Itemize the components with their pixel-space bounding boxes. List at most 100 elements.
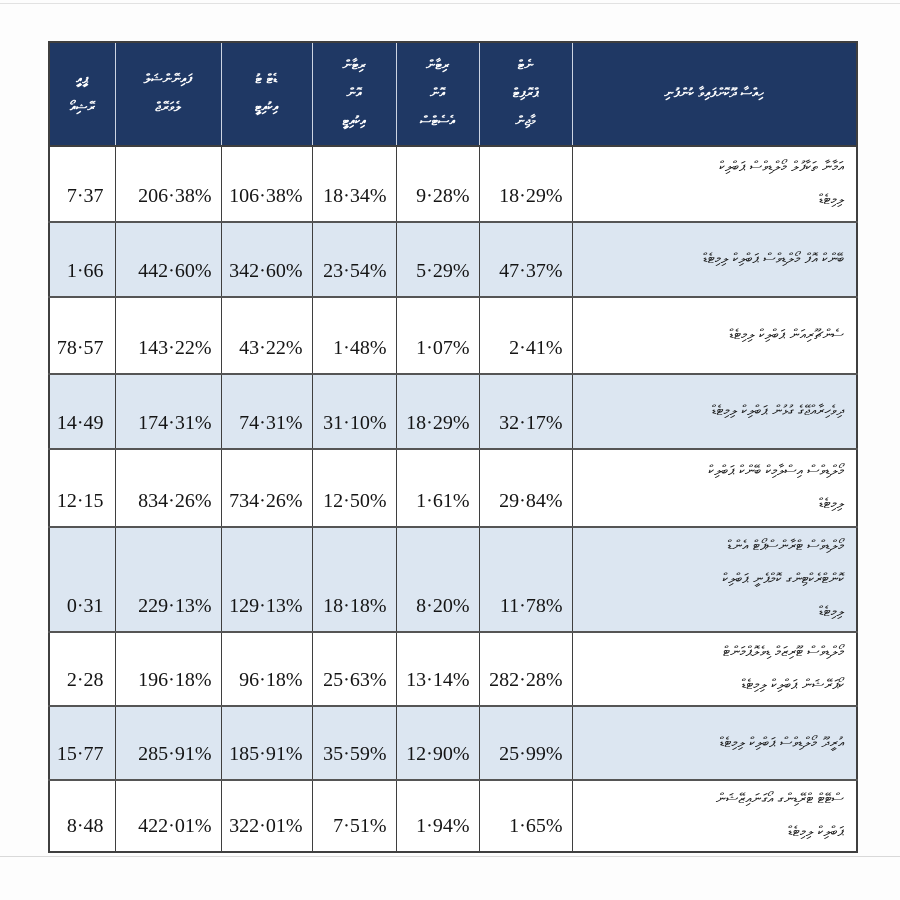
table-row: 7·37 206·38% 106·38% 18·34% 9·28% 18·29% އަމާނ… — [49, 145, 857, 222]
cell-company-name: ސްޓޭޓް ޓްރޭޑިންގ އޯގަނައިޒޭޝަން ޕަބްލިކް … — [572, 779, 857, 852]
column-header-net-profit-margin-line: ޕްރޮފިޓް — [512, 86, 539, 101]
cell-return-on-equity: 1·48% — [312, 296, 397, 374]
column-header-net-profit-margin-line: ނެޓް — [517, 58, 534, 73]
cell-return-on-equity: 7·51% — [312, 779, 397, 852]
table-row: 78·57 143·22% 43·22% 1·48% 1·07% 2·41% ސެންޗޫރ… — [49, 296, 857, 374]
cell-debt-to-equity: 96·18% — [221, 631, 313, 706]
cell-debt-to-equity: 322·01% — [221, 779, 313, 852]
cell-net-profit-margin: 1·65% — [479, 779, 573, 852]
cell-net-profit-margin: 25·99% — [479, 705, 573, 780]
table-header: ޕީއީ ރޭޝިއޯ ފައިނޭންޝަލް ލެވަރޭޖް ޑެޓް ޓު އިކ… — [49, 42, 857, 147]
column-header-debt-to-equity: ޑެޓް ޓު އިކުއިޓީ — [221, 42, 313, 147]
cell-net-profit-margin: 2·41% — [479, 296, 573, 374]
column-header-net-profit-margin: ނެޓް ޕްރޮފިޓް މާޖިން — [479, 42, 573, 147]
cell-debt-to-equity: 185·91% — [221, 705, 313, 780]
cell-financial-leverage: 196·18% — [115, 631, 222, 706]
cell-pe-ratio: 2·28 — [49, 631, 116, 706]
table-row: 8·48 422·01% 322·01% 7·51% 1·94% 1·65% ސްޓޭޓް … — [49, 779, 857, 852]
cell-return-on-assets: 9·28% — [396, 145, 480, 222]
cell-return-on-equity: 35·59% — [312, 705, 397, 780]
cell-financial-leverage: 229·13% — [115, 526, 222, 632]
cell-debt-to-equity: 106·38% — [221, 145, 313, 222]
column-header-return-on-assets: ރިޓާން އޮން އެސެޓްސް — [396, 42, 480, 147]
cell-debt-to-equity: 43·22% — [221, 296, 313, 374]
cell-net-profit-margin: 11·78% — [479, 526, 573, 632]
cell-return-on-equity: 25·63% — [312, 631, 397, 706]
cell-net-profit-margin: 282·28% — [479, 631, 573, 706]
financial-ratios-table: ޕީއީ ރޭޝިއޯ ފައިނޭންޝަލް ލެވަރޭޖް ޑެޓް ޓު އިކ… — [48, 41, 858, 853]
company-name-line: ކޯޕަރޭޝަން ޕަބްލިކް ލިމިޓެޑް — [741, 677, 844, 693]
company-name-line: ސްޓޭޓް ޓްރޭޑިންގ އޯގަނައިޒޭޝަން — [715, 791, 844, 807]
cell-net-profit-margin: 18·29% — [479, 145, 573, 222]
cell-net-profit-margin: 29·84% — [479, 448, 573, 527]
column-header-debt-to-equity-line: ޑެޓް ޓު — [255, 72, 278, 87]
column-header-pe-ratio-line: ރޭޝިއޯ — [69, 100, 95, 115]
cell-return-on-assets: 1·61% — [396, 448, 480, 527]
cell-return-on-equity: 12·50% — [312, 448, 397, 527]
table-body: 7·37 206·38% 106·38% 18·34% 9·28% 18·29% އަމާނ… — [49, 145, 857, 852]
company-name-line: ބޭންކް އޮފް މޯލްޑިވްސް ޕަބްލިކް ލިމިޓެޑް — [702, 251, 844, 267]
column-header-company: ހިއްސާ ދޫކޮށްފައިވާ ކުންފުނި — [572, 42, 857, 147]
column-header-return-on-assets-line: އެސެޓްސް — [420, 114, 455, 129]
cell-company-name: މޯލްޑިވްސް ޓްރާންސްޕޯޓް އެންޑް ކޮންޓްރެކް… — [572, 526, 857, 632]
cell-pe-ratio: 14·49 — [49, 373, 116, 449]
column-header-return-on-assets-line: ރިޓާން — [426, 58, 449, 73]
company-name-line: ލިމިޓެޑް — [818, 496, 844, 512]
company-name-line: ލިމިޓެޑް — [818, 192, 844, 208]
cell-return-on-assets: 13·14% — [396, 631, 480, 706]
column-header-company-line: ހިއްސާ ދޫކޮށްފައިވާ ކުންފުނި — [664, 86, 765, 101]
cell-debt-to-equity: 734·26% — [221, 448, 313, 527]
cell-debt-to-equity: 74·31% — [221, 373, 313, 449]
company-name-line: ދިވެހިރާއްޖޭގެ ގުޅުން ޕަބްލިކް ލިމިޓެޑް — [711, 403, 844, 419]
cell-return-on-assets: 1·94% — [396, 779, 480, 852]
table-row: 15·77 285·91% 185·91% 35·59% 12·90% 25·99% އުރ… — [49, 705, 857, 780]
table-row: 1·66 442·60% 342·60% 23·54% 5·29% 47·37% ބޭންކ… — [49, 221, 857, 297]
cell-financial-leverage: 442·60% — [115, 221, 222, 297]
cell-debt-to-equity: 129·13% — [221, 526, 313, 632]
cell-return-on-assets: 1·07% — [396, 296, 480, 374]
cell-pe-ratio: 0·31 — [49, 526, 116, 632]
column-header-return-on-equity: ރިޓާން އޮން އިކުއިޓީ — [312, 42, 397, 147]
cell-company-name: އަމާނާ ތަކާފުލް މޯލްޑިވްސް ޕަބްލިކް ލިމިޓ… — [572, 145, 857, 222]
table-row: 2·28 196·18% 96·18% 25·63% 13·14% 282·28% މޯލް… — [49, 631, 857, 706]
cell-return-on-equity: 23·54% — [312, 221, 397, 297]
cell-return-on-assets: 8·20% — [396, 526, 480, 632]
cell-return-on-assets: 5·29% — [396, 221, 480, 297]
table-row: 14·49 174·31% 74·31% 31·10% 18·29% 32·17% ދިވެ… — [49, 373, 857, 449]
page-bottom-rule — [0, 856, 900, 857]
column-header-financial-leverage-line: ފައިނޭންޝަލް — [143, 72, 193, 87]
cell-return-on-equity: 18·34% — [312, 145, 397, 222]
cell-financial-leverage: 422·01% — [115, 779, 222, 852]
column-header-debt-to-equity-line: އިކުއިޓީ — [254, 100, 279, 115]
cell-financial-leverage: 206·38% — [115, 145, 222, 222]
column-header-pe-ratio: ޕީއީ ރޭޝިއޯ — [49, 42, 116, 147]
cell-pe-ratio: 8·48 — [49, 779, 116, 852]
page-top-rule — [0, 3, 900, 4]
column-header-return-on-equity-line: އޮން — [346, 86, 362, 101]
cell-return-on-equity: 31·10% — [312, 373, 397, 449]
company-name-line: މޯލްޑިވްސް ޓްރާންސްޕޯޓް އެންޑް — [727, 538, 844, 554]
table-row: 12·15 834·26% 734·26% 12·50% 1·61% 29·84% މޯލް… — [49, 448, 857, 527]
column-header-return-on-assets-line: އޮން — [429, 86, 446, 101]
cell-financial-leverage: 143·22% — [115, 296, 222, 374]
cell-financial-leverage: 834·26% — [115, 448, 222, 527]
table-row: 0·31 229·13% 129·13% 18·18% 8·20% 11·78% މޯލްޑ… — [49, 526, 857, 632]
cell-return-on-assets: 12·90% — [396, 705, 480, 780]
cell-return-on-equity: 18·18% — [312, 526, 397, 632]
company-name-line: އުރީދޫ މޯލްޑިވްސް ޕަބްލިކް ލިމިޓެޑް — [719, 734, 844, 751]
company-name-line: ސެންޗޫރިއަން ޕަބްލިކް ލިމިޓެޑް — [729, 327, 844, 343]
cell-company-name: މޯލްޑިވްސް އިސްލާމިކް ބޭންކް ޕަބްލިކް ލިމ… — [572, 448, 857, 527]
column-header-pe-ratio-line: ޕީއީ — [76, 72, 89, 87]
cell-company-name: އުރީދޫ މޯލްޑިވްސް ޕަބްލިކް ލިމިޓެޑް — [572, 705, 857, 780]
cell-pe-ratio: 78·57 — [49, 296, 116, 374]
company-name-line: މޯލްޑިވްސް އިސްލާމިކް ބޭންކް ޕަބްލިކް — [708, 463, 844, 479]
cell-company-name: ދިވެހިރާއްޖޭގެ ގުޅުން ޕަބްލިކް ލިމިޓެޑް — [572, 373, 857, 449]
header-row: ޕީއީ ރޭޝިއޯ ފައިނޭންޝަލް ލެވަރޭޖް ޑެޓް ޓު އިކ… — [49, 42, 857, 147]
cell-company-name: ސެންޗޫރިއަން ޕަބްލިކް ލިމިޓެޑް — [572, 296, 857, 374]
company-name-line: މޯލްޑިވްސް ޓޫރިޒަމް ޑިވެލޮޕްމަންޓް — [722, 644, 844, 660]
column-header-return-on-equity-line: ރިޓާން — [342, 58, 366, 73]
company-name-line: އަމާނާ ތަކާފުލް މޯލްޑިވްސް ޕަބްލިކް — [719, 159, 844, 175]
cell-company-name: ބޭންކް އޮފް މޯލްޑިވްސް ޕަބްލިކް ލިމިޓެޑް — [572, 221, 857, 297]
cell-net-profit-margin: 32·17% — [479, 373, 573, 449]
